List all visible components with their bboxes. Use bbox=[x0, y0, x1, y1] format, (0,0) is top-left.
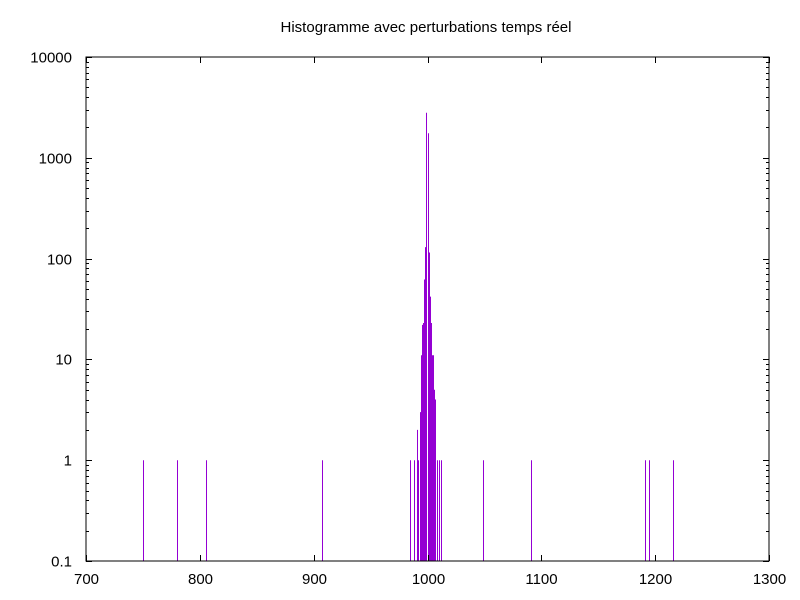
x-tick-label: 1000 bbox=[412, 571, 445, 588]
x-tick-label: 800 bbox=[188, 571, 213, 588]
plot-frame bbox=[85, 56, 770, 562]
ticks-group bbox=[86, 57, 770, 562]
x-tick-label: 1200 bbox=[639, 571, 672, 588]
chart-title: Histogramme avec perturbations temps rée… bbox=[281, 19, 572, 36]
x-tick-label: 1300 bbox=[753, 571, 786, 588]
y-tick-label: 10 bbox=[55, 352, 72, 369]
y-tick-label: 10000 bbox=[30, 50, 72, 67]
y-tick-label: 0.1 bbox=[51, 554, 72, 571]
y-tick-label: 1000 bbox=[39, 151, 72, 168]
x-tick-label: 900 bbox=[302, 571, 327, 588]
tick-labels-group: 700 800 900 1000 1100 1200 1300 0.1 1 10 100 1000 10… bbox=[30, 50, 786, 589]
y-tick-label: 1 bbox=[64, 453, 72, 470]
x-tick-label: 1100 bbox=[525, 571, 557, 588]
bars-group bbox=[143, 112, 674, 561]
x-tick-label: 700 bbox=[74, 571, 99, 588]
y-tick-label: 100 bbox=[47, 252, 72, 269]
